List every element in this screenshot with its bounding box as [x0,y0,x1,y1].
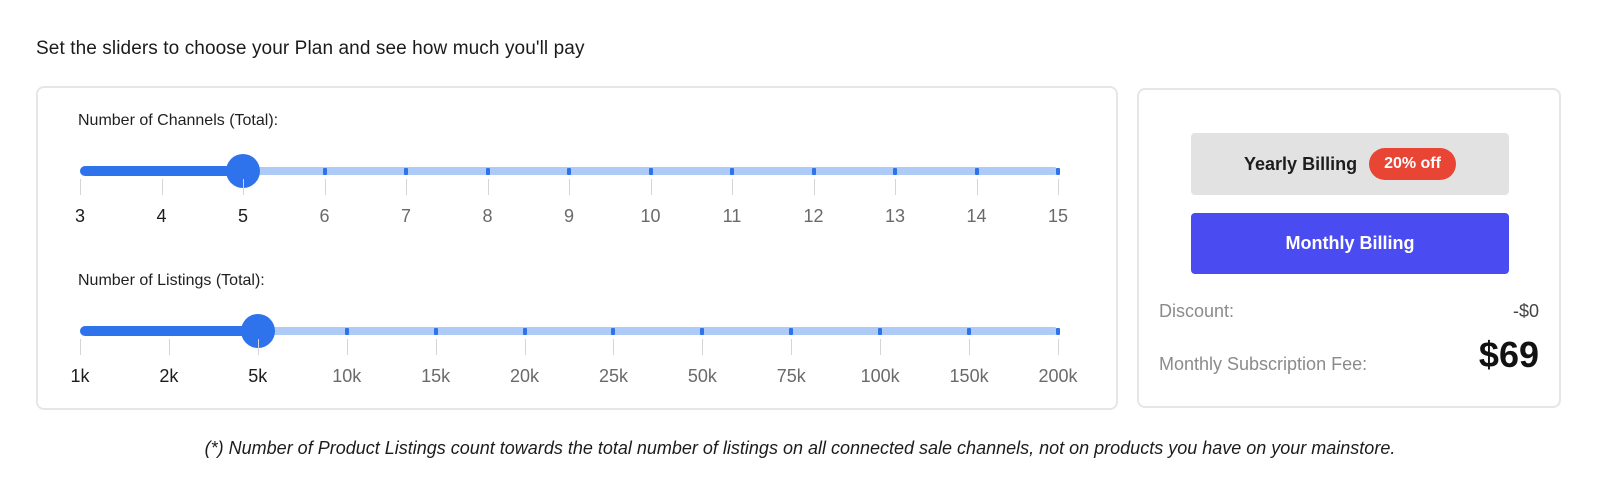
billing-card: Yearly Billing 20% off Monthly Billing D… [1137,88,1561,408]
channels-tick-line [487,179,489,195]
channels-tick-mark [404,168,408,175]
monthly-billing-button[interactable]: Monthly Billing [1191,213,1509,274]
listings-slider-fill [80,326,258,336]
listings-slider-track[interactable] [80,327,1058,335]
listings-tick-label[interactable]: 5k [248,366,268,386]
listings-tick-label[interactable]: 75k [776,366,806,386]
listings-tick-line [1058,339,1059,355]
listings-tick-line [524,339,526,355]
listings-tick-line [257,339,259,355]
channels-tick-label[interactable]: 4 [156,206,167,226]
listings-label: Number of Listings (Total): [78,272,265,289]
listings-tick-mark [433,328,438,335]
channels-tick-mark [1056,168,1060,175]
channels-tick-label[interactable]: 14 [966,206,987,226]
channels-tick-line [80,179,81,195]
channels-tick-label[interactable]: 8 [482,206,493,226]
channels-slider-fill [80,166,243,176]
listings-tick-label[interactable]: 100k [860,366,900,386]
channels-tick-label[interactable]: 3 [74,206,85,226]
channels-tick-label[interactable]: 9 [563,206,574,226]
channels-tick-mark [730,168,734,175]
listings-slider[interactable]: 1k 2k 5k 10k 15k 20k 25k 50k 75k 100k 150k 200k [70,310,1078,390]
listings-tick-line [435,339,437,355]
channels-tick-line [650,179,652,195]
listings-tick-mark [967,328,972,335]
listings-tick-label[interactable]: 15k [421,366,451,386]
channels-tick-line [1058,179,1059,195]
listings-tick-label[interactable]: 2k [159,366,179,386]
listings-tick-label[interactable]: 200k [1038,366,1078,386]
channels-tick-mark [648,168,653,175]
channels-tick-mark [893,168,897,175]
subscription-fee-label: Monthly Subscription Fee: [1159,354,1368,374]
listings-tick-line [168,339,170,355]
channels-tick-mark [322,168,327,175]
channels-tick-label[interactable]: 10 [640,206,661,226]
listings-tick-mark [700,328,705,335]
channels-label: Number of Channels (Total): [78,112,279,129]
listings-tick-line [613,339,615,355]
channels-tick-label[interactable]: 6 [319,206,330,226]
listings-tick-label[interactable]: 10k [332,366,362,386]
listings-tick-line [791,339,793,355]
channels-tick-line [569,179,570,195]
channels-tick-mark [485,168,490,175]
listings-tick-line [702,339,704,355]
channels-tick-mark [811,168,816,175]
listings-tick-label[interactable]: 150k [949,366,989,386]
listings-tick-label[interactable]: 20k [510,366,540,386]
channels-tick-label[interactable]: 13 [884,206,906,226]
channels-slider[interactable]: 3 4 5 6 7 8 9 10 11 12 13 14 15 [75,150,1068,230]
channels-tick-label[interactable]: 11 [722,206,742,226]
page-heading: Set the sliders to choose your Plan and … [36,38,585,59]
discount-label: Discount: [1159,301,1235,321]
listings-tick-label[interactable]: 1k [70,366,90,386]
listings-tick-line [346,339,348,355]
listings-tick-label[interactable]: 50k [687,366,717,386]
listings-tick-mark [878,328,883,335]
channels-tick-line [732,179,733,195]
subscription-fee-value: $69 [1478,334,1539,375]
listings-tick-line [880,339,882,355]
discount-value: -$0 [1512,301,1539,321]
channels-tick-line [324,179,326,195]
discount-badge: 20% off [1369,148,1456,180]
listings-footnote: (*) Number of Product Listings count tow… [204,438,1396,458]
listings-tick-mark [789,328,794,335]
channels-tick-label[interactable]: 12 [803,206,824,226]
listings-tick-line [80,339,81,355]
listings-tick-mark [344,328,349,335]
channels-tick-label[interactable]: 7 [400,206,411,226]
yearly-billing-label: Yearly Billing [1244,153,1358,174]
channels-tick-line [813,179,815,195]
listings-tick-mark [1056,328,1060,335]
channels-tick-line [895,179,896,195]
channels-tick-line [976,179,978,195]
channels-tick-line [406,179,407,195]
slider-card: Number of Channels (Total): 3 4 5 6 7 8 9 10 11 1… [36,86,1118,410]
channels-tick-mark [974,168,979,175]
channels-tick-label[interactable]: 5 [237,206,248,226]
channels-tick-label[interactable]: 15 [1047,206,1069,226]
listings-tick-mark [522,328,527,335]
channels-tick-line [243,179,244,195]
channels-tick-line [161,179,163,195]
listings-tick-mark [611,328,616,335]
channels-tick-mark [567,168,571,175]
yearly-billing-button[interactable]: Yearly Billing 20% off [1191,133,1509,195]
listings-tick-label[interactable]: 25k [598,366,628,386]
listings-tick-line [969,339,971,355]
